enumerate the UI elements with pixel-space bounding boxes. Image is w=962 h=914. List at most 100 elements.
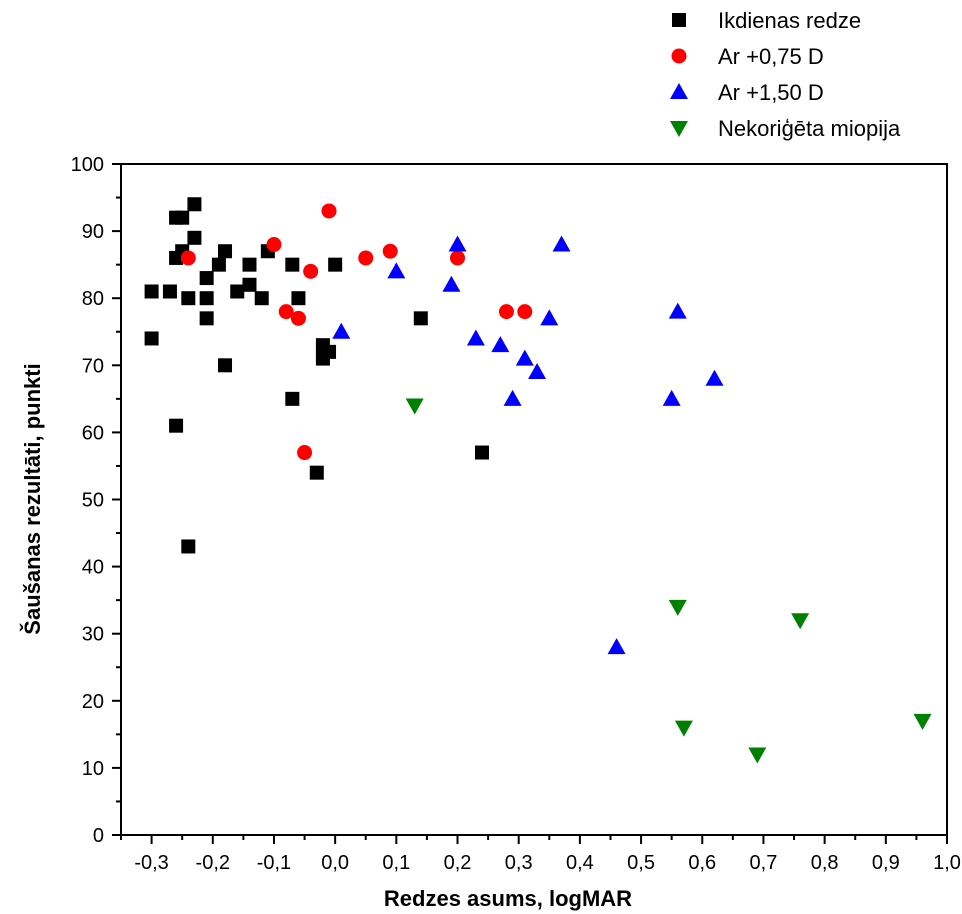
data-point <box>332 322 351 339</box>
data-point <box>242 257 257 272</box>
data-point <box>322 344 337 359</box>
legend-marker <box>670 83 688 99</box>
data-point <box>448 235 467 252</box>
data-point <box>230 284 245 299</box>
data-point <box>515 349 534 366</box>
data-point <box>199 271 214 286</box>
data-point <box>169 418 184 433</box>
x-tick-label: 0,7 <box>750 852 778 874</box>
data-point <box>662 389 681 406</box>
x-tick-label: -0,1 <box>257 852 291 874</box>
legend-label: Nekoriģēta miopija <box>718 116 901 141</box>
data-point <box>242 277 257 292</box>
legend-label: Ikdienas redze <box>718 8 861 33</box>
data-point <box>291 291 306 306</box>
data-point <box>450 250 466 266</box>
x-tick-label: 0,9 <box>872 852 900 874</box>
y-axis: 0 10 20 30 40 50 60 70 80 90 100 <box>71 154 121 847</box>
data-point <box>162 284 177 299</box>
data-point <box>309 465 324 480</box>
x-axis: -0,3 -0,2 -0,1 0,0 0,1 0,2 0,3 0,4 0,5 0,6 0,7 0,8 0… <box>120 835 961 874</box>
legend-label: Ar +1,50 D <box>718 80 824 105</box>
legend-marker <box>670 121 688 137</box>
data-point <box>552 235 571 252</box>
data-point <box>791 613 810 630</box>
x-tick-label: 0,2 <box>444 852 472 874</box>
data-point <box>297 445 313 461</box>
x-tick-label: 0,0 <box>321 852 349 874</box>
data-point <box>491 336 510 353</box>
data-point <box>199 311 214 326</box>
y-tick-label: 40 <box>82 557 104 579</box>
x-tick-label: 0,8 <box>811 852 839 874</box>
data-point <box>405 398 424 415</box>
data-point <box>748 747 767 764</box>
data-point <box>303 263 319 279</box>
y-tick-label: 90 <box>82 221 104 243</box>
data-point <box>199 291 214 306</box>
x-tick-label: 0,5 <box>627 852 655 874</box>
data-point <box>358 250 374 266</box>
x-tick-label: -0,2 <box>196 852 230 874</box>
data-point <box>187 230 202 245</box>
data-point <box>144 284 159 299</box>
data-point <box>668 599 687 616</box>
data-point <box>442 275 461 292</box>
data-point <box>503 389 522 406</box>
y-tick-label: 10 <box>82 758 104 780</box>
data-point <box>517 304 533 320</box>
x-tick-label: 0,6 <box>688 852 716 874</box>
data-point <box>218 358 233 373</box>
data-point <box>218 244 233 259</box>
x-tick-label: 1,0 <box>933 852 961 874</box>
y-tick-label: 50 <box>82 490 104 512</box>
y-tick-label: 60 <box>82 422 104 444</box>
data-point <box>413 311 428 326</box>
data-point <box>705 369 724 386</box>
y-tick-label: 30 <box>82 624 104 646</box>
legend-label: Ar +0,75 D <box>718 44 824 69</box>
data-point <box>387 262 406 279</box>
x-tick-label: -0,3 <box>134 852 168 874</box>
data-point <box>211 257 226 272</box>
data-point <box>266 237 282 253</box>
data-point <box>540 309 559 326</box>
legend: Ikdienas redze Ar +0,75 D Ar +1,50 D Nekori… <box>670 8 901 141</box>
data-point <box>187 197 202 212</box>
y-axis-title: Šaušanas rezultāti, punkti <box>20 363 45 634</box>
y-tick-label: 20 <box>82 691 104 713</box>
data-point <box>290 310 306 326</box>
y-tick-label: 80 <box>82 288 104 310</box>
x-axis-title: Redzes asums, logMAR <box>384 886 632 911</box>
legend-marker <box>671 48 687 64</box>
data-point <box>382 243 398 259</box>
data-point <box>528 363 547 380</box>
data-point <box>175 210 190 225</box>
x-tick-label: 0,1 <box>382 852 410 874</box>
data-point <box>474 445 489 460</box>
data-point <box>321 203 337 219</box>
data-point <box>144 331 159 346</box>
data-point <box>466 329 485 346</box>
data-point <box>913 713 932 730</box>
data-point <box>181 291 196 306</box>
data-point <box>278 304 294 320</box>
data-point <box>180 250 196 266</box>
legend-marker <box>672 13 686 27</box>
y-tick-label: 100 <box>71 154 104 176</box>
data-point <box>498 304 514 320</box>
data-point <box>254 291 269 306</box>
data-point <box>285 391 300 406</box>
data-points <box>144 197 932 764</box>
data-point <box>285 257 300 272</box>
data-point <box>674 720 693 737</box>
data-point <box>668 302 687 319</box>
y-tick-label: 0 <box>93 825 104 847</box>
data-point <box>328 257 343 272</box>
y-tick-label: 70 <box>82 355 104 377</box>
data-point <box>607 638 626 655</box>
x-tick-label: 0,4 <box>566 852 594 874</box>
data-point <box>181 539 196 554</box>
x-tick-label: 0,3 <box>505 852 533 874</box>
